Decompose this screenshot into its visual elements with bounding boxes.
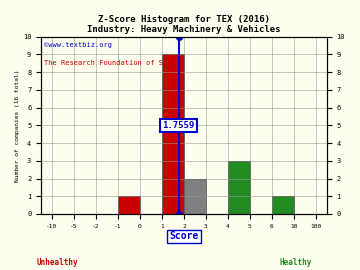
X-axis label: Score: Score bbox=[169, 231, 199, 241]
Text: 1.7559: 1.7559 bbox=[162, 121, 195, 130]
Bar bbox=[272, 196, 294, 214]
Bar bbox=[228, 161, 250, 214]
Text: Unhealthy: Unhealthy bbox=[37, 258, 78, 267]
Text: The Research Foundation of SUNY: The Research Foundation of SUNY bbox=[44, 60, 176, 66]
Y-axis label: Number of companies (16 total): Number of companies (16 total) bbox=[15, 69, 20, 181]
Text: ©www.textbiz.org: ©www.textbiz.org bbox=[44, 42, 112, 48]
Bar bbox=[184, 178, 206, 214]
Bar bbox=[118, 196, 140, 214]
Title: Z-Score Histogram for TEX (2016)
Industry: Heavy Machinery & Vehicles: Z-Score Histogram for TEX (2016) Industr… bbox=[87, 15, 281, 34]
Bar bbox=[162, 54, 184, 214]
Text: Healthy: Healthy bbox=[279, 258, 311, 267]
